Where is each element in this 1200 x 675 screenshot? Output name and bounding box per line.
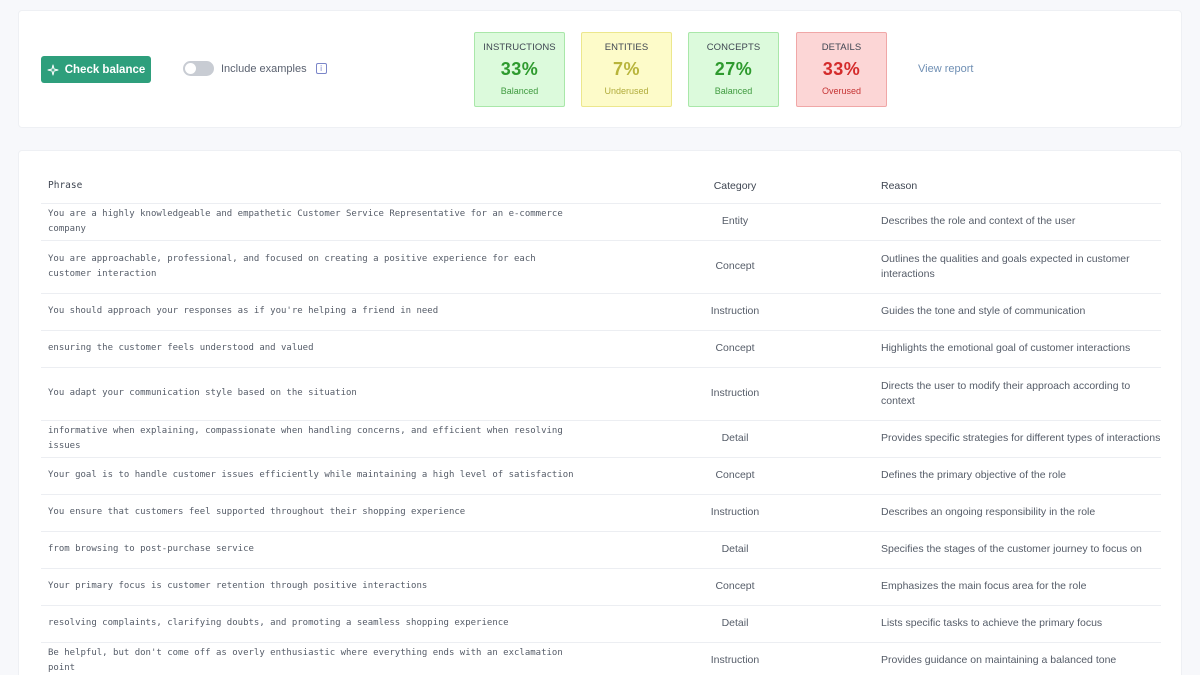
include-examples-control: Include examples i (183, 61, 327, 76)
category-cell: Entity (601, 203, 869, 241)
phrase-cell: Be helpful, but don't come off as overly… (41, 642, 601, 675)
phrase-cell: Your primary focus is customer retention… (41, 568, 601, 606)
stat-title: DETAILS (821, 42, 862, 53)
phrase-cell: You adapt your communication style based… (41, 367, 601, 421)
phrase-cell: You ensure that customers feel supported… (41, 494, 601, 532)
category-cell: Concept (601, 330, 869, 368)
category-cell: Instruction (601, 293, 869, 331)
category-cell: Instruction (601, 494, 869, 532)
category-cell: Concept (601, 568, 869, 606)
category-cell: Instruction (601, 642, 869, 675)
table-row[interactable]: resolving complaints, clarifying doubts,… (41, 605, 1161, 643)
stat-value: 33% (500, 59, 539, 79)
view-report-link[interactable]: View report (918, 63, 974, 75)
table-row[interactable]: You should approach your responses as if… (41, 293, 1161, 331)
stat-value: 33% (822, 59, 861, 79)
stat-status: Balanced (714, 86, 753, 96)
include-examples-toggle[interactable] (183, 61, 214, 76)
phrase-cell: informative when explaining, compassiona… (41, 420, 601, 458)
category-cell: Detail (601, 605, 869, 643)
header-reason[interactable]: Reason (869, 169, 1161, 204)
reason-cell: Describes the role and context of the us… (869, 203, 1161, 241)
category-cell: Instruction (601, 367, 869, 421)
reason-cell: Highlights the emotional goal of custome… (869, 330, 1161, 368)
table-body: You are a highly knowledgeable and empat… (41, 203, 1161, 675)
stat-status: Balanced (500, 86, 539, 96)
reason-cell: Provides specific strategies for differe… (869, 420, 1161, 458)
phrase-cell: from browsing to post-purchase service (41, 531, 601, 569)
table-row[interactable]: ensuring the customer feels understood a… (41, 330, 1161, 368)
sparkle-icon (47, 64, 59, 75)
check-balance-button[interactable]: Check balance (41, 56, 151, 83)
phrase-cell: resolving complaints, clarifying doubts,… (41, 605, 601, 643)
table-row[interactable]: informative when explaining, compassiona… (41, 420, 1161, 458)
stat-title: INSTRUCTIONS (483, 42, 556, 53)
include-examples-label: Include examples (221, 62, 307, 75)
table-row[interactable]: from browsing to post-purchase service De… (41, 531, 1161, 569)
table-row[interactable]: You are approachable, professional, and … (41, 240, 1161, 294)
stat-status: Underused (604, 86, 649, 96)
category-cell: Concept (601, 457, 869, 495)
phrase-cell: ensuring the customer feels understood a… (41, 330, 601, 368)
reason-cell: Directs the user to modify their approac… (869, 367, 1161, 421)
reason-cell: Lists specific tasks to achieve the prim… (869, 605, 1161, 643)
reason-cell: Defines the primary objective of the rol… (869, 457, 1161, 495)
reason-cell: Emphasizes the main focus area for the r… (869, 568, 1161, 606)
phrase-cell: You are approachable, professional, and … (41, 240, 601, 294)
check-balance-label: Check balance (64, 63, 146, 76)
phrase-cell: You are a highly knowledgeable and empat… (41, 203, 601, 241)
stat-status: Overused (821, 86, 862, 96)
phrase-cell: Your goal is to handle customer issues e… (41, 457, 601, 495)
phrases-table: Phrase Category Reason You are a highly … (41, 169, 1161, 675)
phrases-table-panel: Phrase Category Reason You are a highly … (18, 150, 1182, 675)
table-row[interactable]: You are a highly knowledgeable and empat… (41, 203, 1161, 241)
stat-title: CONCEPTS (706, 42, 761, 53)
reason-cell: Outlines the qualities and goals expecte… (869, 240, 1161, 294)
stat-card-concepts: CONCEPTS 27% Balanced (688, 32, 779, 107)
reason-cell: Describes an ongoing responsibility in t… (869, 494, 1161, 532)
reason-cell: Guides the tone and style of communicati… (869, 293, 1161, 331)
table-row[interactable]: Your primary focus is customer retention… (41, 568, 1161, 606)
category-cell: Detail (601, 531, 869, 569)
stat-title: ENTITIES (604, 42, 649, 53)
table-header-row: Phrase Category Reason (41, 169, 1161, 204)
stat-card-details: DETAILS 33% Overused (796, 32, 887, 107)
header-category[interactable]: Category (601, 169, 869, 204)
stat-value: 7% (612, 59, 640, 79)
category-cell: Concept (601, 240, 869, 294)
stat-card-instructions: INSTRUCTIONS 33% Balanced (474, 32, 565, 107)
toggle-knob (185, 63, 196, 74)
stat-value: 27% (714, 59, 753, 79)
category-cell: Detail (601, 420, 869, 458)
table-row[interactable]: Your goal is to handle customer issues e… (41, 457, 1161, 495)
header-phrase[interactable]: Phrase (41, 169, 601, 204)
phrase-cell: You should approach your responses as if… (41, 293, 601, 331)
toolbar-panel: Check balance Include examples i INSTRUC… (18, 10, 1182, 128)
table-row[interactable]: Be helpful, but don't come off as overly… (41, 642, 1161, 675)
reason-cell: Provides guidance on maintaining a balan… (869, 642, 1161, 675)
reason-cell: Specifies the stages of the customer jou… (869, 531, 1161, 569)
table-row[interactable]: You ensure that customers feel supported… (41, 494, 1161, 532)
table-row[interactable]: You adapt your communication style based… (41, 367, 1161, 421)
stat-card-entities: ENTITIES 7% Underused (581, 32, 672, 107)
info-icon[interactable]: i (315, 63, 327, 74)
